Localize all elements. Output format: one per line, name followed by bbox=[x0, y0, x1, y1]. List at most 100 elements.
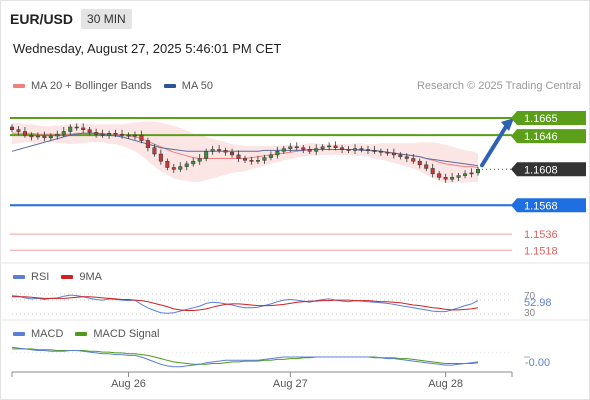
legend-rsi-label: RSI bbox=[31, 271, 50, 283]
pivot-tag: 1.1568 bbox=[524, 200, 558, 212]
candle-body bbox=[29, 134, 34, 138]
forecast-arrowhead bbox=[501, 118, 514, 131]
candle-body bbox=[333, 145, 338, 148]
main-legend: MA 20 + Bollinger Bands MA 50 bbox=[13, 80, 225, 92]
candle-body bbox=[262, 157, 267, 161]
candle-body bbox=[281, 148, 286, 152]
candle-body bbox=[61, 131, 66, 135]
macd-layer: -0.00 bbox=[11, 346, 550, 369]
legend-macd-signal: MACD Signal bbox=[75, 328, 159, 340]
candle-body bbox=[398, 154, 403, 157]
legend-rsi: RSI bbox=[13, 271, 49, 283]
candle-body bbox=[178, 166, 183, 170]
candle-body bbox=[94, 132, 99, 135]
resistance-2-tag: 1.1646 bbox=[524, 131, 558, 143]
candle-body bbox=[68, 126, 73, 132]
forecast-arrow-layer bbox=[480, 118, 514, 168]
candle-body bbox=[132, 134, 137, 137]
candle-body bbox=[81, 127, 86, 130]
candle-body bbox=[320, 146, 325, 149]
candle-body bbox=[288, 146, 293, 149]
candle-body bbox=[443, 177, 448, 180]
candle-body bbox=[365, 149, 370, 151]
candle-body bbox=[55, 133, 60, 137]
rsi-line bbox=[11, 294, 479, 314]
candle-body bbox=[22, 131, 27, 136]
forecast-arrow-shaft bbox=[480, 123, 509, 168]
candle-body bbox=[113, 133, 118, 135]
candle-body bbox=[430, 168, 435, 175]
candle-body bbox=[268, 154, 273, 158]
candle-body bbox=[327, 145, 332, 148]
candle-body bbox=[346, 149, 351, 151]
candle-body bbox=[42, 135, 47, 139]
candle-body bbox=[385, 151, 390, 154]
candle-body bbox=[16, 129, 21, 132]
candle-body bbox=[314, 148, 319, 152]
candle-body bbox=[100, 133, 105, 136]
x-axis-layer: Aug 26 Aug 27 Aug 28 bbox=[0, 262, 590, 390]
candle-body bbox=[340, 147, 345, 150]
rsi-lower-label: 30 bbox=[524, 308, 536, 319]
candle-body bbox=[74, 126, 79, 129]
candle-body bbox=[197, 158, 202, 162]
chart-header: EUR/USD 30 MIN bbox=[10, 9, 132, 29]
candles-layer bbox=[9, 123, 481, 183]
macd-signal-line bbox=[12, 348, 479, 365]
candle-body bbox=[456, 175, 461, 178]
pivot-tag-bg bbox=[511, 198, 586, 213]
candle-body bbox=[450, 177, 455, 180]
candle-body bbox=[204, 151, 209, 159]
last-price-tag-bg bbox=[511, 162, 586, 177]
candle-body bbox=[165, 160, 170, 168]
x-tick-label: Aug 28 bbox=[428, 378, 463, 390]
x-tick-label: Aug 26 bbox=[111, 378, 146, 390]
credit-text: Research © 2025 Trading Central bbox=[416, 80, 581, 92]
candle-body bbox=[463, 173, 468, 176]
candle-body bbox=[223, 150, 228, 153]
legend-ma50-label: MA 50 bbox=[181, 80, 213, 92]
candle-body bbox=[152, 147, 157, 155]
candle-body bbox=[391, 152, 396, 156]
candle-body bbox=[417, 160, 422, 166]
candle-body bbox=[139, 134, 144, 141]
resistance-2-tag-bg bbox=[511, 129, 586, 144]
candle-body bbox=[9, 126, 15, 130]
candle-body bbox=[191, 160, 196, 165]
candle-body bbox=[404, 156, 409, 159]
candle-body bbox=[353, 148, 358, 151]
candle-body bbox=[275, 151, 280, 156]
candle-body bbox=[294, 146, 299, 149]
rsi-value-label: 52.98 bbox=[524, 297, 552, 309]
legend-ma20-swatch bbox=[13, 84, 25, 88]
legend-macd: MACD bbox=[13, 328, 63, 340]
x-tick-label: Aug 27 bbox=[273, 378, 308, 390]
rsi-legend: RSI 9MA bbox=[13, 271, 114, 283]
candle-body bbox=[424, 164, 429, 169]
timeframe-badge[interactable]: 30 MIN bbox=[81, 9, 132, 29]
legend-macd-signal-swatch bbox=[75, 332, 88, 336]
candle-body bbox=[145, 140, 150, 148]
candle-body bbox=[217, 149, 222, 151]
rsi-upper-label: 70 bbox=[524, 291, 536, 302]
timestamp: Wednesday, August 27, 2025 5:46:01 PM CE… bbox=[13, 41, 282, 56]
candle-body bbox=[120, 133, 125, 136]
legend-macd-signal-label: MACD Signal bbox=[93, 328, 160, 340]
legend-ma50-swatch bbox=[163, 84, 176, 88]
candle-body bbox=[359, 148, 364, 150]
candle-body bbox=[475, 169, 481, 174]
legend-macd-swatch bbox=[13, 332, 25, 336]
legend-macd-label: MACD bbox=[31, 328, 64, 340]
candle-body bbox=[411, 158, 416, 162]
candle-body bbox=[307, 149, 312, 152]
candle-body bbox=[184, 163, 189, 167]
candle-body bbox=[236, 154, 241, 159]
candle-body bbox=[301, 147, 306, 150]
support-1-tag: 1.1536 bbox=[524, 229, 558, 241]
legend-9ma: 9MA bbox=[61, 271, 102, 283]
legend-ma50: MA 50 bbox=[163, 80, 213, 92]
macd-legend: MACD MACD Signal bbox=[13, 328, 171, 340]
symbol-label: EUR/USD bbox=[10, 11, 74, 27]
